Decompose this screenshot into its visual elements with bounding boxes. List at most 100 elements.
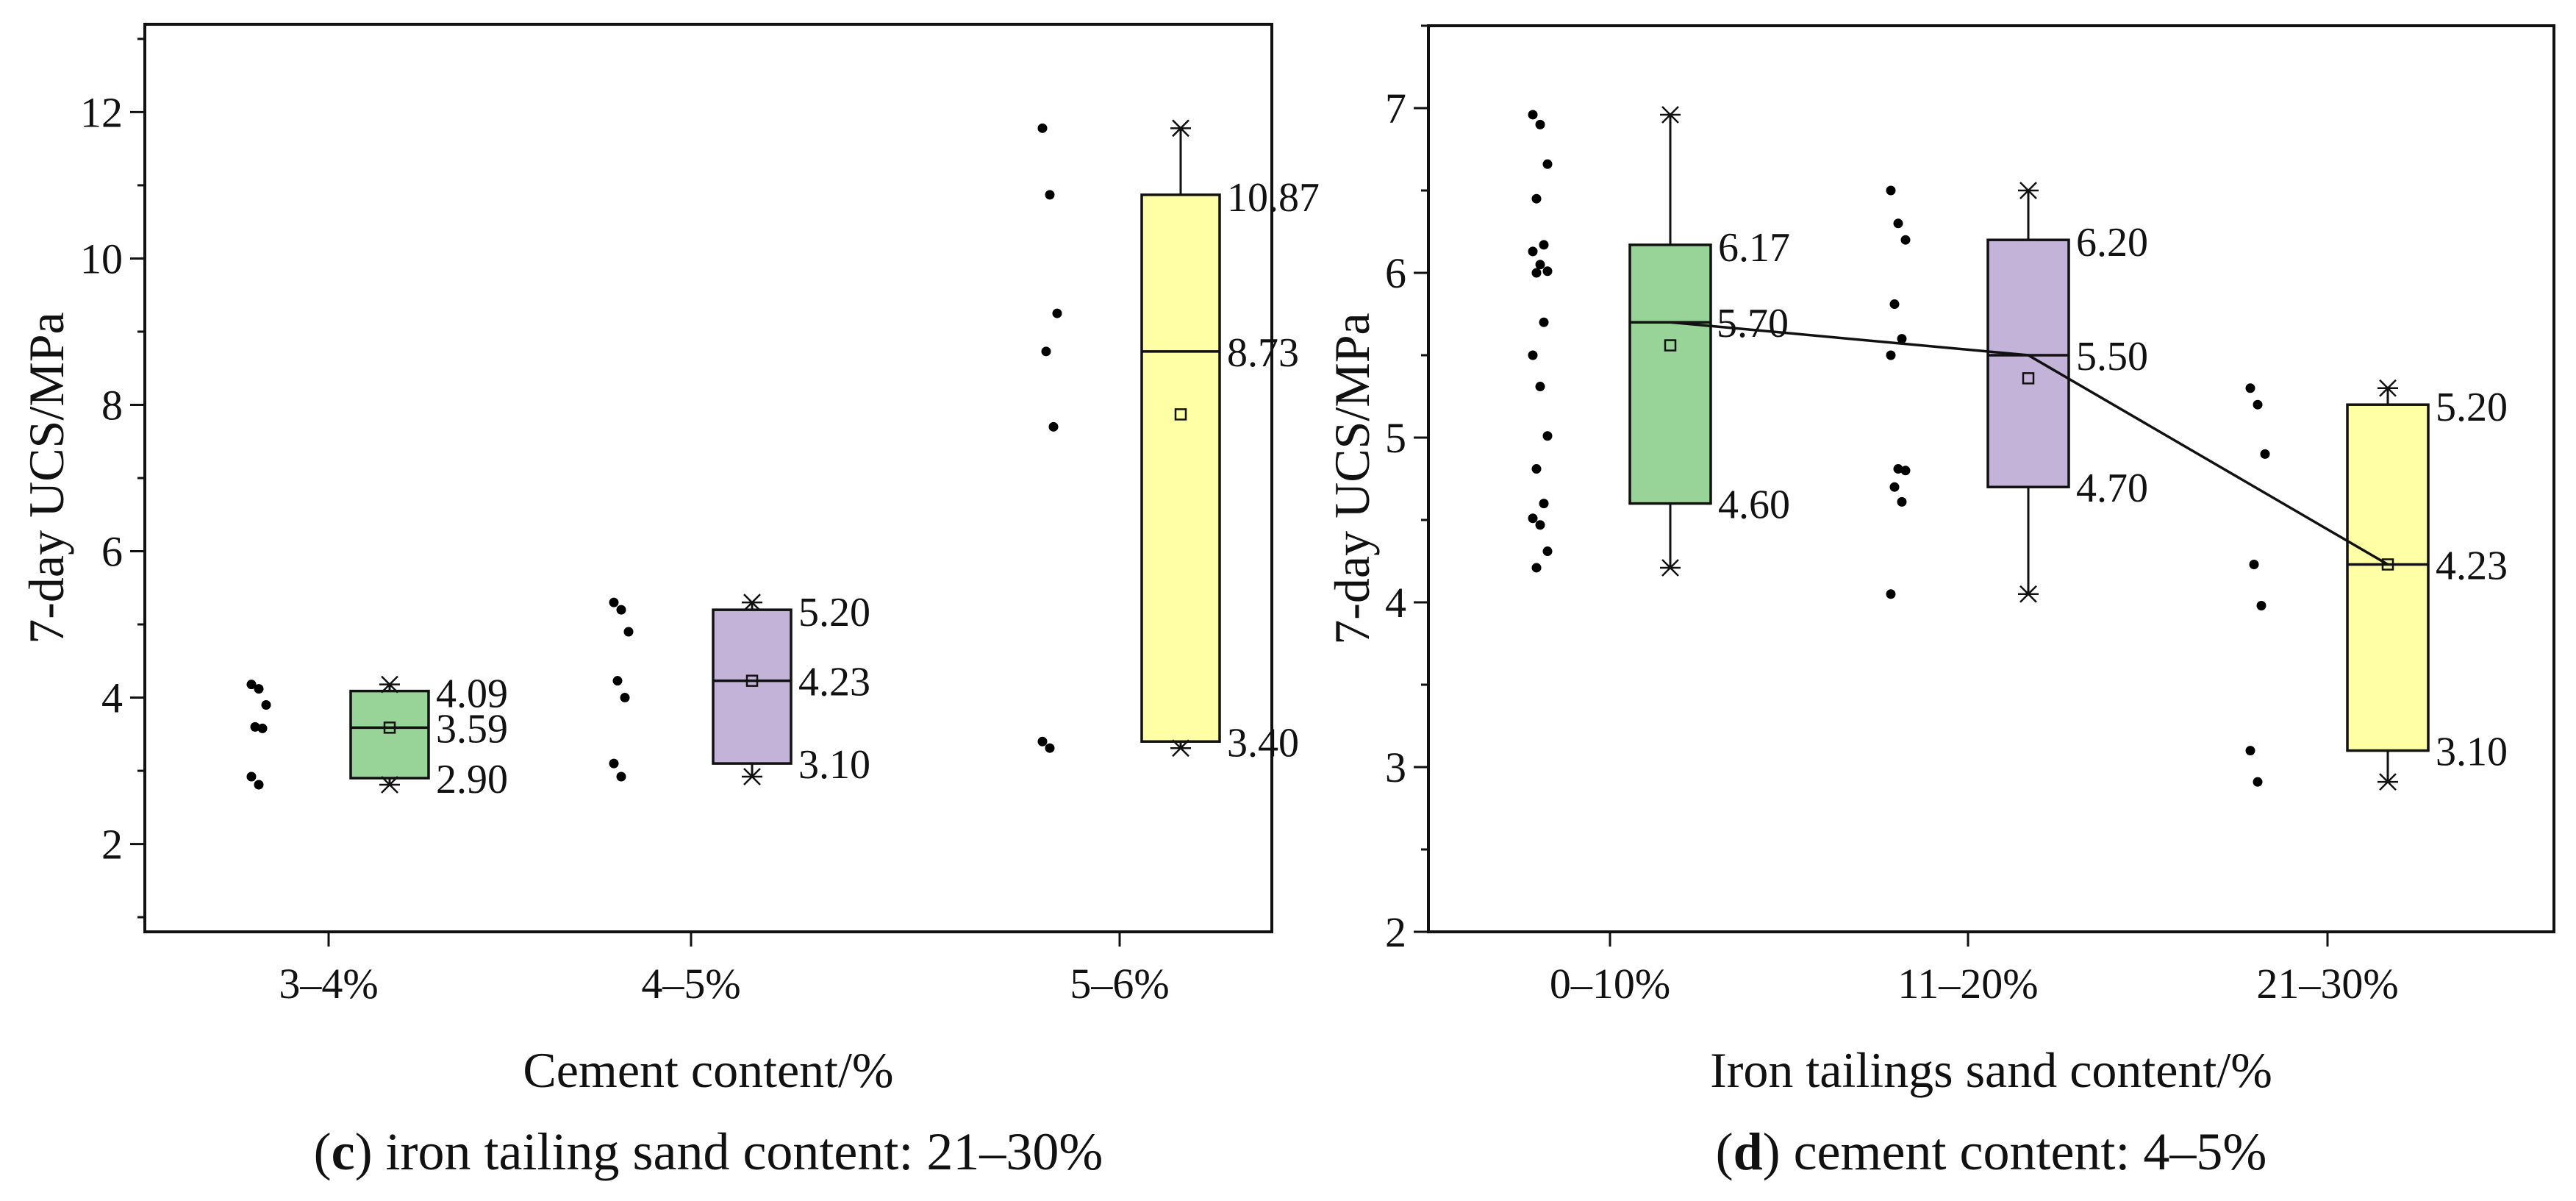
q3-label: 5.20 <box>2436 385 2508 430</box>
y-axis-title: 7-day UCS/MPa <box>1324 313 1380 644</box>
data-point <box>1889 299 1900 310</box>
whisker-star-marker <box>1170 119 1191 138</box>
data-point <box>1886 589 1896 599</box>
x-tick-label: 11–20% <box>1897 960 2038 1008</box>
mean-marker <box>383 721 396 734</box>
data-point <box>1900 466 1911 476</box>
plot-frame <box>143 23 1273 933</box>
y-tick-label: 3 <box>1385 744 1406 791</box>
box-iqr <box>1140 193 1221 744</box>
data-point <box>246 771 257 782</box>
whisker-star-marker <box>2018 585 2039 603</box>
whisker-star-marker <box>379 776 400 794</box>
data-point <box>1528 513 1538 524</box>
whisker-star-marker <box>2378 773 2398 791</box>
q3-label: 5.20 <box>798 590 870 635</box>
x-tick-label: 0–10% <box>1550 960 1670 1008</box>
data-point <box>254 780 264 790</box>
data-point <box>1528 350 1538 360</box>
caption-text: ) iron tailing sand content: 21–30% <box>355 1122 1103 1181</box>
data-point <box>616 605 626 615</box>
data-point <box>1886 185 1896 196</box>
box-group-2: 6.20 5.50 4.70 <box>1886 182 2148 603</box>
data-point <box>2249 559 2259 569</box>
mean-marker <box>2381 558 2394 571</box>
median-label: 8.73 <box>1227 330 1299 376</box>
x-tick-label: 4–5% <box>641 960 740 1008</box>
whisker-star-marker <box>1170 739 1191 758</box>
y-tick-label: 4 <box>1385 579 1406 627</box>
data-point <box>1893 218 1903 229</box>
data-point <box>1037 123 1048 133</box>
box-group-1: 6.17 4.60 <box>1528 106 1790 577</box>
data-point <box>1542 546 1553 557</box>
whisker-star-marker <box>1660 559 1681 577</box>
data-point <box>620 693 630 703</box>
caption-letter: c <box>332 1122 355 1181</box>
data-point <box>609 758 619 769</box>
caption-paren: ( <box>1716 1122 1734 1181</box>
caption-text: ) cement content: 4–5% <box>1763 1122 2267 1181</box>
plot-frame <box>1427 24 2555 933</box>
data-point <box>1535 382 1545 392</box>
mean-marker <box>2022 372 2035 385</box>
median-label: 4.23 <box>798 660 870 705</box>
data-point <box>2253 777 2263 787</box>
data-point <box>1539 499 1549 509</box>
y-tick-label: 12 <box>80 88 123 136</box>
y-tick-label: 8 <box>101 381 123 429</box>
y-tick-label: 2 <box>101 821 123 869</box>
data-point <box>612 676 623 686</box>
mean-marker <box>1664 339 1677 352</box>
box-group-3: 5.20 4.23 3.10 <box>2245 379 2508 791</box>
data-point <box>1897 496 1907 507</box>
box-group-2: 5.20 4.23 3.10 <box>609 590 870 788</box>
y-tick-label: 5 <box>1385 414 1406 462</box>
data-point <box>1528 110 1538 120</box>
q3-label: 10.87 <box>1227 175 1320 221</box>
data-point <box>1900 235 1911 245</box>
data-point <box>1539 240 1549 250</box>
data-point <box>1531 464 1542 474</box>
x-tick-label: 21–30% <box>2256 960 2398 1008</box>
y-tick-label: 2 <box>1385 908 1406 956</box>
data-point <box>1535 119 1545 129</box>
data-point <box>616 771 626 782</box>
data-point <box>2245 746 2255 756</box>
data-point <box>1889 482 1900 492</box>
median-label: 5.50 <box>2076 334 2148 379</box>
data-point <box>1531 563 1542 573</box>
mean-marker <box>745 674 759 687</box>
box-iqr <box>1986 238 2070 488</box>
box-iqr <box>2346 403 2430 752</box>
box-group-1: 4.093.59 2.90 <box>246 671 508 802</box>
data-point <box>257 723 268 733</box>
data-point <box>1045 743 1055 753</box>
median-trend-label: 5.70 <box>1717 301 1789 346</box>
chart-panel-c: 2 4 6 8 10 12 7-day UCS/MPa 3–4% 4–5% 5–6% Cement … <box>18 23 1320 1181</box>
data-point <box>1531 193 1542 204</box>
data-point <box>1052 308 1062 318</box>
y-axis-title: 7-day UCS/MPa <box>18 312 74 644</box>
data-point <box>1886 350 1896 360</box>
data-point <box>1897 334 1907 344</box>
q3-label: 6.20 <box>2076 220 2148 265</box>
y-tick-label: 7 <box>1385 85 1406 132</box>
data-point <box>2245 383 2255 393</box>
mean-marker <box>1174 408 1187 421</box>
box-iqr <box>349 689 430 780</box>
whisker-star-marker <box>379 675 400 694</box>
data-point <box>1535 520 1545 530</box>
q1-label: 3.10 <box>2436 730 2508 775</box>
q1-label: 4.60 <box>1718 482 1790 528</box>
data-point <box>261 700 271 710</box>
whisker-star-marker <box>742 768 762 785</box>
box-iqr <box>1628 243 1712 505</box>
box-iqr <box>712 608 793 765</box>
median-label: 3.59 <box>436 706 508 752</box>
chart-panel-d: 2 3 4 5 6 7 7-day UCS/MPa 0–10% 11–20% 21–30% Iron… <box>1324 24 2555 1181</box>
x-tick-label: 5–6% <box>1070 960 1169 1008</box>
median-trend-line <box>1670 321 2389 566</box>
q1-label: 3.40 <box>1227 720 1299 766</box>
